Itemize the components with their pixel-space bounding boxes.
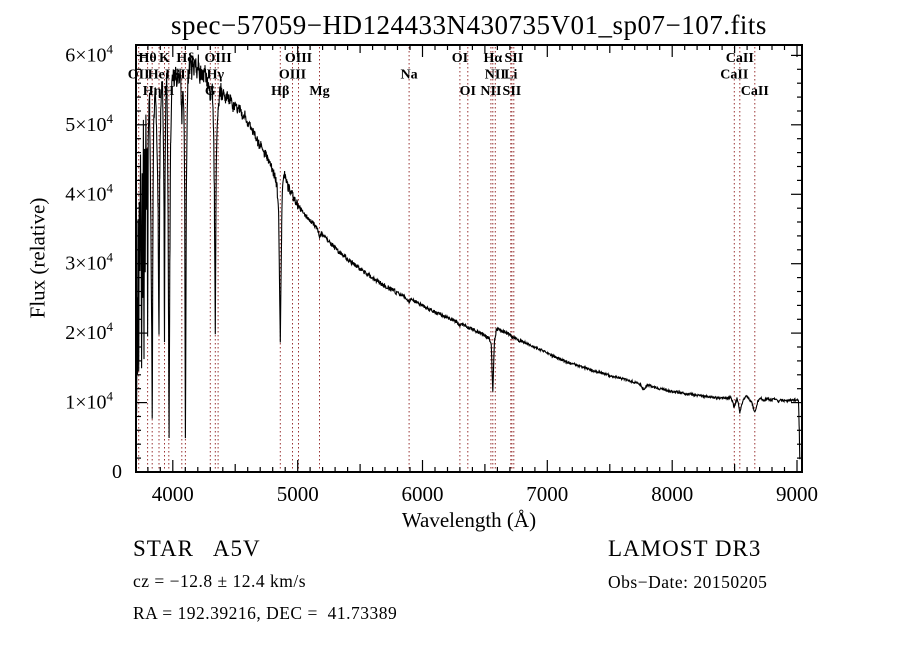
svg-text:7000: 7000 bbox=[526, 482, 568, 506]
spectral-line-labels: OIIHθHηHeIKHSIIHδGHγOIIIHβOIIIOIIIMgNaOI… bbox=[128, 51, 769, 99]
object-class-label: STAR A5V bbox=[133, 536, 261, 561]
survey-label: LAMOST DR3 bbox=[608, 536, 762, 561]
svg-text:5000: 5000 bbox=[277, 482, 319, 506]
svg-text:Na: Na bbox=[401, 68, 418, 83]
svg-text:Hθ: Hθ bbox=[138, 51, 156, 66]
svg-text:SII: SII bbox=[503, 84, 522, 99]
svg-text:Hα: Hα bbox=[483, 51, 502, 66]
svg-text:Hη: Hη bbox=[143, 84, 162, 99]
spectral-marker-lines bbox=[138, 47, 756, 471]
plot-title: spec−57059−HD124433N430735V01_sp07−107.f… bbox=[171, 10, 767, 40]
svg-text:9000: 9000 bbox=[776, 482, 818, 506]
obs-date: Obs−Date: 20150205 bbox=[608, 572, 768, 592]
svg-text:1×104: 1×104 bbox=[65, 389, 113, 414]
svg-text:6000: 6000 bbox=[402, 482, 444, 506]
svg-text:OIII: OIII bbox=[285, 51, 312, 66]
svg-text:Hγ: Hγ bbox=[207, 68, 225, 83]
y-axis-label: Flux (relative) bbox=[25, 197, 50, 319]
svg-text:OI: OI bbox=[452, 51, 468, 66]
svg-text:5×104: 5×104 bbox=[65, 111, 113, 136]
spectrum-line bbox=[136, 54, 801, 460]
svg-text:4×104: 4×104 bbox=[65, 180, 113, 205]
cz-value: cz = −12.8 ± 12.4 km/s bbox=[133, 571, 307, 591]
svg-text:HeI: HeI bbox=[148, 68, 171, 83]
svg-text:Hβ: Hβ bbox=[271, 84, 289, 99]
svg-text:2×104: 2×104 bbox=[65, 319, 113, 344]
svg-text:4000: 4000 bbox=[152, 482, 194, 506]
svg-text:OIII: OIII bbox=[204, 51, 231, 66]
x-tick-labels: 4000 5000 6000 7000 8000 9000 bbox=[152, 482, 818, 506]
svg-text:NII: NII bbox=[480, 84, 501, 99]
svg-text:6×104: 6×104 bbox=[65, 41, 113, 66]
svg-text:NII: NII bbox=[485, 68, 506, 83]
svg-text:Mg: Mg bbox=[309, 84, 329, 99]
svg-text:Li: Li bbox=[504, 68, 517, 83]
svg-text:OIII: OIII bbox=[279, 68, 306, 83]
svg-text:0: 0 bbox=[112, 461, 122, 483]
svg-text:K: K bbox=[159, 51, 170, 66]
svg-text:SII: SII bbox=[504, 51, 523, 66]
svg-text:8000: 8000 bbox=[651, 482, 693, 506]
svg-text:H: H bbox=[163, 84, 174, 99]
svg-text:OII: OII bbox=[128, 68, 150, 83]
svg-text:CaII: CaII bbox=[720, 68, 748, 83]
svg-text:3×104: 3×104 bbox=[65, 250, 113, 275]
ra-dec-value: RA = 192.39216, DEC = 41.73389 bbox=[133, 603, 398, 623]
plot-frame bbox=[135, 44, 803, 473]
svg-text:OI: OI bbox=[460, 84, 476, 99]
svg-text:CaII: CaII bbox=[741, 84, 769, 99]
svg-text:CaII: CaII bbox=[726, 51, 754, 66]
y-tick-labels: 0 1×104 2×104 3×104 4×104 5×104 6×104 bbox=[65, 41, 122, 483]
x-axis-label: Wavelength (Å) bbox=[401, 508, 537, 532]
axis-ticks bbox=[136, 45, 802, 472]
